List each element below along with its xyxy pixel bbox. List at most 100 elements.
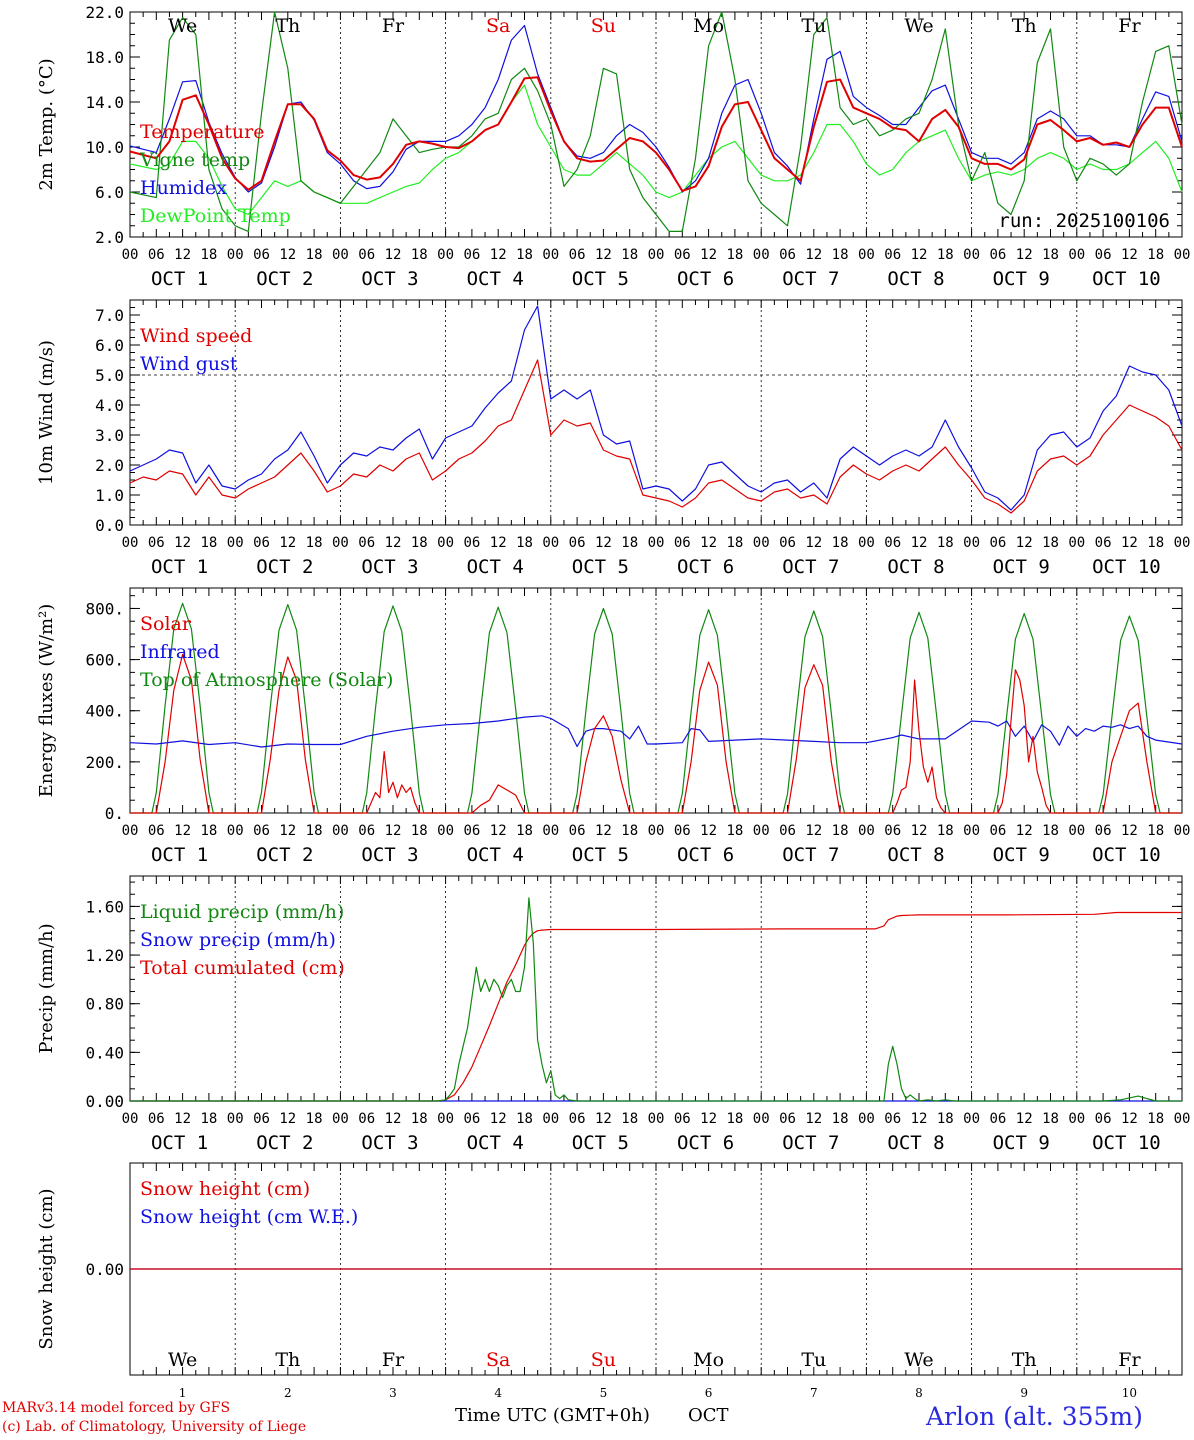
hour-tick-label: 06: [1095, 823, 1112, 839]
hour-tick-label: 12: [700, 1111, 717, 1127]
hour-tick-label: 06: [674, 247, 691, 263]
day-number-label: 5: [600, 1386, 608, 1400]
hour-tick-label: 12: [805, 823, 822, 839]
hour-tick-label: 06: [779, 535, 796, 551]
series-line-wind-gust: [129, 305, 1183, 511]
hour-tick-label: 00: [648, 823, 665, 839]
hour-tick-label: 18: [937, 1111, 954, 1127]
y-tick-label: 0.0: [95, 516, 124, 535]
weekday-label-top: We: [168, 15, 197, 37]
hour-tick-label: 06: [569, 823, 586, 839]
hour-tick-label: 12: [595, 823, 612, 839]
hour-tick-label: 00: [437, 535, 454, 551]
hour-tick-label: 18: [200, 535, 217, 551]
weekday-label-bottom: We: [168, 1349, 197, 1371]
hour-tick-label: 12: [700, 247, 717, 263]
hour-tick-label: 12: [385, 1111, 402, 1127]
hour-tick-label: 12: [595, 247, 612, 263]
day-date-label: OCT 7: [782, 1132, 839, 1154]
day-date-label: OCT 4: [467, 1132, 524, 1154]
hour-tick-label: 12: [1016, 1111, 1033, 1127]
day-date-label: OCT 5: [572, 556, 629, 578]
series-line-liquid-precip-mm-h-: [130, 897, 1182, 1102]
hour-tick-label: 12: [1121, 823, 1138, 839]
hour-tick-label: 06: [358, 247, 375, 263]
hour-tick-label: 12: [279, 1111, 296, 1127]
day-date-label: OCT 1: [151, 844, 208, 866]
hour-tick-label: 18: [1147, 823, 1164, 839]
hour-tick-label: 00: [858, 1111, 875, 1127]
day-number-label: 8: [915, 1386, 923, 1400]
hour-tick-label: 18: [411, 823, 428, 839]
hour-tick-label: 00: [858, 535, 875, 551]
hour-tick-label: 18: [1147, 247, 1164, 263]
weekday-label-bottom: Su: [591, 1349, 616, 1371]
hour-tick-label: 00: [332, 823, 349, 839]
hour-tick-label: 06: [358, 823, 375, 839]
weekday-label-top: Su: [591, 15, 616, 37]
hour-tick-label: 18: [832, 1111, 849, 1127]
weekday-label-top: Th: [275, 15, 300, 37]
hour-tick-label: 18: [200, 1111, 217, 1127]
hour-tick-label: 18: [306, 823, 323, 839]
hour-tick-label: 00: [332, 247, 349, 263]
hour-tick-label: 12: [805, 247, 822, 263]
weekday-label-bottom: Mo: [693, 1349, 724, 1371]
hour-tick-label: 18: [200, 247, 217, 263]
y-tick-label: 0.00: [85, 1260, 124, 1279]
hour-tick-label: 12: [700, 535, 717, 551]
run-label: run: 2025100106: [998, 210, 1170, 232]
day-number-label: 7: [810, 1386, 818, 1400]
day-date-label: OCT 6: [677, 556, 734, 578]
hour-tick-label: 06: [463, 247, 480, 263]
y-tick-label: 6.0: [95, 183, 124, 202]
hour-tick-label: 12: [174, 1111, 191, 1127]
hour-tick-label: 18: [621, 247, 638, 263]
hour-tick-label: 00: [963, 823, 980, 839]
legend-entry: Wind speed: [140, 325, 252, 347]
day-number-label: 2: [284, 1386, 292, 1400]
hour-tick-label: 18: [411, 535, 428, 551]
hour-tick-label: 00: [858, 823, 875, 839]
hour-tick-label: 00: [1174, 1111, 1191, 1127]
day-date-label: OCT 5: [572, 1132, 629, 1154]
hour-tick-label: 00: [122, 1111, 139, 1127]
hour-tick-label: 18: [411, 1111, 428, 1127]
hour-tick-label: 18: [726, 535, 743, 551]
day-date-label: OCT 6: [677, 1132, 734, 1154]
hour-tick-label: 00: [1174, 247, 1191, 263]
hour-tick-label: 00: [542, 535, 559, 551]
hour-tick-label: 18: [726, 1111, 743, 1127]
hour-tick-label: 06: [463, 823, 480, 839]
model-note: MARv3.14 model forced by GFS: [2, 1400, 231, 1416]
y-tick-label: 7.0: [95, 306, 124, 325]
hour-tick-label: 18: [832, 823, 849, 839]
hour-tick-label: 06: [148, 247, 165, 263]
hour-tick-label: 06: [253, 247, 270, 263]
hour-tick-label: 12: [490, 823, 507, 839]
hour-tick-label: 12: [174, 823, 191, 839]
y-axis-label: 10m Wind (m/s): [36, 340, 57, 485]
hour-tick-label: 12: [1016, 823, 1033, 839]
y-axis-label: 2m Temp. (°C): [36, 58, 57, 190]
legend-entry: Temperature: [140, 121, 264, 143]
hour-tick-label: 12: [911, 247, 928, 263]
hour-tick-label: 00: [437, 1111, 454, 1127]
hour-tick-label: 12: [174, 247, 191, 263]
day-date-label: OCT 10: [1092, 556, 1161, 578]
hour-tick-label: 00: [227, 1111, 244, 1127]
day-date-label: OCT 7: [782, 556, 839, 578]
hour-tick-label: 12: [490, 1111, 507, 1127]
hour-tick-label: 12: [1121, 1111, 1138, 1127]
hour-tick-label: 18: [516, 1111, 533, 1127]
hour-tick-label: 00: [753, 823, 770, 839]
hour-tick-label: 12: [490, 535, 507, 551]
day-number-label: 10: [1122, 1386, 1137, 1400]
hour-tick-label: 18: [516, 535, 533, 551]
series-line-temperature: [129, 76, 1183, 192]
y-tick-label: 800.: [85, 599, 124, 618]
day-date-label: OCT 2: [256, 268, 313, 290]
station-title: Arlon (alt. 355m): [926, 1402, 1143, 1431]
hour-tick-label: 12: [1121, 535, 1138, 551]
hour-tick-label: 06: [674, 535, 691, 551]
